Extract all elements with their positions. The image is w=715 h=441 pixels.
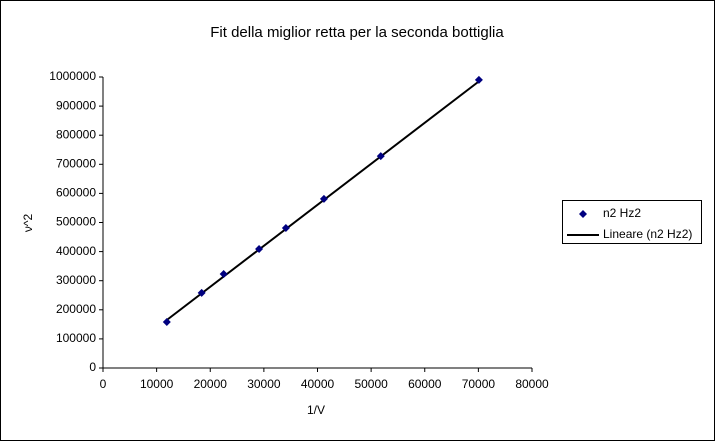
- x-axis-label: 1/V: [307, 403, 325, 417]
- chart-title: Fit della miglior retta per la seconda b…: [210, 24, 504, 41]
- y-tick-label: 0: [89, 360, 96, 374]
- x-tick-label: 40000: [301, 377, 335, 391]
- x-tick-label: 50000: [354, 377, 388, 391]
- data-point: [219, 270, 228, 279]
- y-tick-label: 400000: [56, 244, 96, 258]
- legend-marker: [579, 210, 587, 218]
- legend-label: Lineare (n2 Hz2): [603, 227, 692, 241]
- y-tick-label: 900000: [56, 98, 96, 112]
- y-tick-label: 200000: [56, 302, 96, 316]
- legend: [562, 200, 702, 244]
- data-point: [474, 75, 483, 84]
- y-tick-label: 600000: [56, 186, 96, 200]
- data-point: [162, 318, 171, 327]
- data-point: [197, 288, 206, 297]
- y-axis-label: ν^2: [21, 214, 35, 233]
- x-tick-label: 10000: [140, 377, 174, 391]
- x-tick-label: 30000: [247, 377, 281, 391]
- y-tick-label: 500000: [56, 215, 96, 229]
- y-tick-label: 800000: [56, 127, 96, 141]
- x-tick-label: 80000: [515, 377, 549, 391]
- data-point: [319, 194, 328, 203]
- x-tick-label: 0: [100, 377, 107, 391]
- y-tick-label: 100000: [56, 331, 96, 345]
- data-point: [281, 224, 290, 233]
- y-tick-label: 300000: [56, 273, 96, 287]
- x-tick-label: 60000: [408, 377, 442, 391]
- y-tick-label: 1000000: [49, 69, 96, 83]
- data-point: [376, 152, 385, 161]
- data-point: [255, 244, 264, 253]
- x-tick-label: 70000: [462, 377, 496, 391]
- y-tick-label: 700000: [56, 156, 96, 170]
- x-tick-label: 20000: [194, 377, 228, 391]
- legend-label: n2 Hz2: [603, 206, 641, 220]
